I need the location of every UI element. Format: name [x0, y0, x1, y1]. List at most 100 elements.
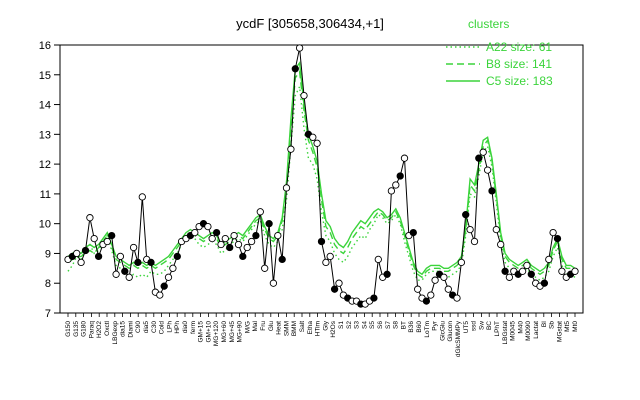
data-point: [453, 294, 461, 302]
x-tick-label: LBGstat: [502, 321, 509, 345]
y-tick-label: 9: [45, 248, 51, 260]
data-point: [86, 214, 94, 222]
data-point: [116, 252, 125, 261]
data-point: [518, 267, 527, 275]
x-tick-label: S5: [369, 321, 376, 329]
data-point: [274, 231, 282, 240]
chart-title: ycdF [305658,306434,+1]: [236, 16, 384, 31]
data-point: [164, 273, 173, 281]
y-tick-label: 14: [39, 100, 51, 112]
data-point: [234, 240, 243, 249]
data-point: [169, 264, 177, 272]
data-point: [431, 276, 439, 284]
data-point: [427, 291, 435, 299]
x-tick-label: M0090: [525, 321, 532, 341]
x-tick-label: MG+45: [229, 321, 236, 343]
data-point: [335, 279, 343, 287]
x-tick-label: H2Os: [330, 320, 337, 337]
y-tick-label: 16: [39, 40, 51, 52]
legend-title: clusters: [468, 17, 509, 31]
data-point: [387, 187, 396, 195]
data-point: [326, 252, 334, 261]
x-tick-label: Sb: [549, 321, 556, 329]
x-tick-label: C30: [151, 321, 158, 333]
x-tick-label: dGlcSMMPy: [455, 320, 462, 357]
data-point: [77, 258, 85, 267]
legend-label-a22: A22 size: 61: [486, 40, 552, 54]
x-tick-label: Heat: [276, 321, 283, 335]
data-point: [457, 258, 466, 267]
data-point: [309, 133, 317, 141]
data-point: [129, 243, 138, 252]
y-tick-label: 7: [45, 308, 51, 320]
x-tick-label: M40: [517, 321, 524, 334]
data-point: [483, 166, 492, 174]
x-tick-label: Diami: [127, 321, 134, 338]
data-point: [134, 258, 142, 267]
x-tick-label: dia5: [143, 321, 150, 334]
data-point: [278, 255, 286, 264]
x-tick-label: LoTm: [424, 321, 431, 338]
data-point: [295, 44, 304, 52]
data-point: [505, 273, 514, 281]
data-point: [422, 297, 431, 305]
data-point: [103, 237, 111, 246]
data-point: [466, 225, 474, 234]
x-tick-label: Fru: [260, 321, 267, 331]
data-point: [156, 291, 164, 299]
x-tick-label: G180: [81, 321, 88, 337]
data-point: [282, 184, 291, 192]
x-tick-label: M/G: [244, 321, 251, 333]
data-point: [409, 228, 417, 237]
y-axis: 7 8 9 10 11 12 13 14 15 16: [39, 40, 60, 320]
x-tick-label: G135: [73, 321, 80, 337]
data-point: [125, 273, 133, 281]
x-tick-label: dia0: [182, 321, 189, 334]
data-point: [400, 154, 409, 162]
data-point: [212, 228, 221, 237]
data-point: [553, 234, 562, 243]
x-tick-label: Sw: [478, 321, 485, 330]
data-point: [396, 172, 404, 180]
data-point: [392, 181, 400, 189]
data-point: [287, 145, 295, 153]
x-tick-label: GM+10: [205, 321, 212, 343]
x-tick-label: Glu: [268, 321, 275, 332]
x-tick-label: S7: [385, 321, 392, 329]
data-point: [226, 243, 234, 252]
x-tick-label: MG+90: [237, 321, 244, 343]
y-tick-label: 11: [40, 189, 51, 201]
data-point: [265, 220, 273, 228]
data-point: [252, 231, 260, 240]
x-tick-label: ferm: [190, 321, 197, 334]
data-point: [523, 261, 531, 270]
data-point: [313, 139, 321, 147]
legend-entry-c5: C5 size: 183: [446, 74, 553, 88]
x-tick-label: ssd: [471, 321, 478, 332]
data-point: [81, 246, 90, 255]
data-point: [414, 285, 422, 293]
data-point: [204, 222, 212, 231]
x-tick-label: Gly: [322, 320, 329, 331]
x-tick-label: Mt5: [564, 321, 571, 332]
data-point: [479, 148, 487, 156]
data-point: [383, 270, 391, 278]
x-tick-label: GM+15: [198, 321, 205, 343]
x-tick-label: Etha: [307, 321, 314, 335]
legend-entry-b8: B8 size: 141: [446, 57, 552, 71]
data-point: [497, 240, 505, 249]
x-tick-label: LPh: [166, 321, 173, 333]
x-tick-label: BI: [541, 321, 548, 327]
x-tick-label: Salt: [299, 321, 306, 332]
data-point: [374, 255, 382, 264]
data-point: [121, 267, 129, 275]
x-tick-label: M0045: [510, 321, 517, 341]
data-point: [112, 270, 120, 278]
data-point: [291, 65, 299, 73]
x-tick-label: SMM: [283, 321, 290, 336]
x-tick-label: MG+60: [221, 321, 228, 343]
cluster-line-a22: [67, 84, 576, 282]
data-point: [221, 234, 229, 243]
data-point: [317, 237, 326, 246]
x-tick-label: Mt0: [572, 321, 579, 332]
